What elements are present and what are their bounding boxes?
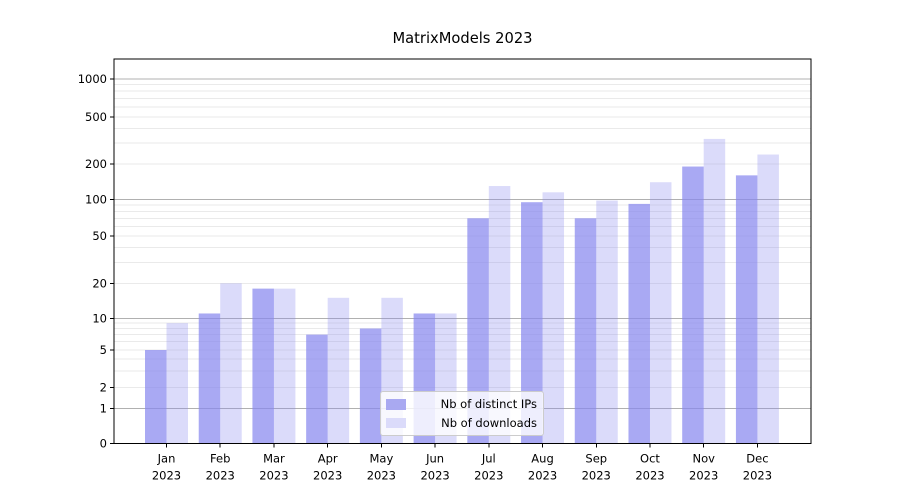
x-tick-label-year: 2023 xyxy=(582,469,611,483)
x-tick-label-year: 2023 xyxy=(152,469,181,483)
x-tick-label-year: 2023 xyxy=(635,469,664,483)
chart-title: MatrixModels 2023 xyxy=(392,30,533,47)
bar-jul-ips xyxy=(467,218,489,444)
bar-jul-downloads xyxy=(488,186,511,444)
bar-dec-ips xyxy=(735,175,758,444)
bar-apr-ips xyxy=(306,334,328,444)
legend-swatch-distinct-ips xyxy=(386,399,406,410)
y-tick-label: 2 xyxy=(100,381,107,395)
legend-item-distinct-ips: Nb of distinct IPs xyxy=(386,397,537,412)
x-tick-label-year: 2023 xyxy=(689,469,718,483)
y-tick-label: 0 xyxy=(100,437,107,451)
bars-downloads xyxy=(166,138,779,444)
x-tick-label-month: Mar xyxy=(263,452,285,466)
x-tick-label-month: May xyxy=(369,452,393,466)
bar-jan-downloads xyxy=(166,323,188,444)
plot-frame xyxy=(113,58,812,444)
bars-distinct-ips xyxy=(145,166,758,444)
bar-nov-ips xyxy=(682,166,704,444)
legend-item-downloads: Nb of downloads xyxy=(386,415,537,430)
x-tick-label-year: 2023 xyxy=(420,469,449,483)
bar-nov-downloads xyxy=(703,138,726,444)
y-tick-label: 200 xyxy=(85,157,107,171)
bar-sep-ips xyxy=(574,218,597,444)
x-tick-label-month: Feb xyxy=(210,452,230,466)
x-tick-label-year: 2023 xyxy=(528,469,557,483)
x-tick-label-month: Apr xyxy=(318,452,338,466)
x-tick-label-month: Jun xyxy=(425,452,444,466)
legend-label-distinct-ips: Nb of distinct IPs xyxy=(440,397,537,412)
legend: Nb of distinct IPs Nb of downloads xyxy=(380,391,544,436)
bar-aug-downloads xyxy=(542,192,565,444)
bar-oct-ips xyxy=(628,203,650,444)
y-tick-label: 500 xyxy=(85,110,107,124)
x-tick-label-year: 2023 xyxy=(474,469,503,483)
y-tick-label: 20 xyxy=(92,276,107,290)
x-tick-label-month: Dec xyxy=(746,452,768,466)
bar-apr-downloads xyxy=(327,297,350,444)
x-tick-label-month: Jul xyxy=(481,452,496,466)
bar-dec-downloads xyxy=(757,154,779,444)
legend-swatch-downloads xyxy=(386,417,406,428)
y-tick-label: 100 xyxy=(85,193,107,207)
y-tick-label: 50 xyxy=(92,229,107,243)
bar-feb-downloads xyxy=(220,283,242,444)
x-tick-label-year: 2023 xyxy=(367,469,396,483)
x-tick-label-year: 2023 xyxy=(743,469,772,483)
bar-oct-downloads xyxy=(649,182,672,444)
x-tick-label-month: Aug xyxy=(531,452,553,466)
x-tick-label-year: 2023 xyxy=(206,469,235,483)
x-tick-label-month: Sep xyxy=(585,452,607,466)
y-tick-label: 10 xyxy=(92,311,107,325)
bar-mar-ips xyxy=(252,288,274,444)
bar-mar-downloads xyxy=(273,288,296,444)
y-tick-label: 1 xyxy=(100,401,107,415)
x-tick-label-month: Jan xyxy=(157,452,176,466)
bar-feb-ips xyxy=(198,313,221,444)
bar-jan-ips xyxy=(145,350,167,444)
bar-may-ips xyxy=(359,328,382,444)
y-tick-label: 5 xyxy=(100,343,107,357)
x-axis: Jan 2023 Feb 2023 Mar 2023 Apr 2023 May 2023 Jun 20… xyxy=(152,443,772,483)
bar-aug-ips xyxy=(521,202,543,444)
legend-label-downloads: Nb of downloads xyxy=(441,415,537,430)
y-tick-label: 1000 xyxy=(78,72,107,86)
x-tick-label-month: Oct xyxy=(640,452,660,466)
x-tick-label-year: 2023 xyxy=(313,469,342,483)
x-tick-label-month: Nov xyxy=(692,452,715,466)
bar-sep-downloads xyxy=(596,200,618,444)
y-axis: 0 1 2 5 10 20 50 100 200 500 1000 xyxy=(78,72,114,451)
x-tick-label-year: 2023 xyxy=(259,469,288,483)
